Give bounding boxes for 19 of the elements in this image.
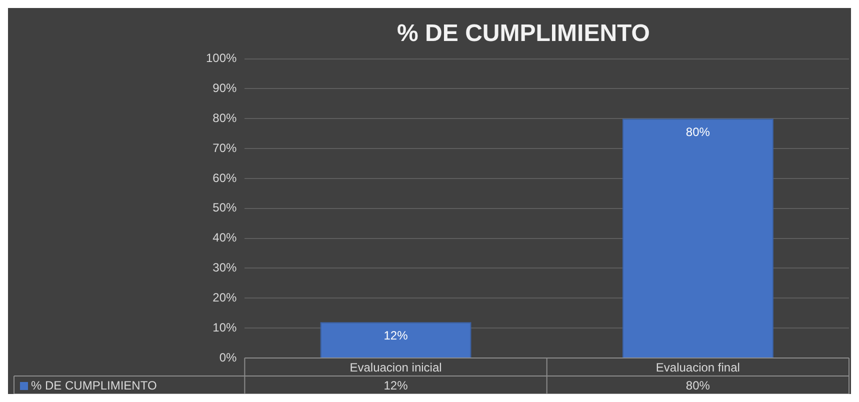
y-tick-label: 80% [212, 110, 238, 125]
y-tick-label: 50% [212, 200, 238, 215]
y-tick-label: 90% [212, 81, 238, 96]
y-tick-label: 70% [212, 140, 238, 155]
data-label: 80% [686, 378, 710, 392]
y-tick-label: 10% [212, 320, 238, 334]
y-tick-label: 30% [212, 260, 238, 275]
x-tick-label: Evaluacion inicial [350, 360, 442, 374]
text: 80% [686, 124, 710, 139]
text: 12% [384, 328, 408, 342]
y-tick-label: 100% [206, 51, 238, 66]
y-tick-label: 40% [212, 230, 238, 245]
y-tick-label: 20% [212, 290, 238, 304]
legend-label: % DE CUMPLIMIENTO [31, 378, 157, 392]
y-tick-label: 60% [212, 170, 238, 185]
chart-title: % DE CUMPLIMIENTO [397, 20, 650, 48]
data-label: 12% [384, 378, 408, 392]
x-tick-label: Evaluacion final [656, 360, 740, 374]
y-tick-label: 0% [219, 350, 238, 364]
